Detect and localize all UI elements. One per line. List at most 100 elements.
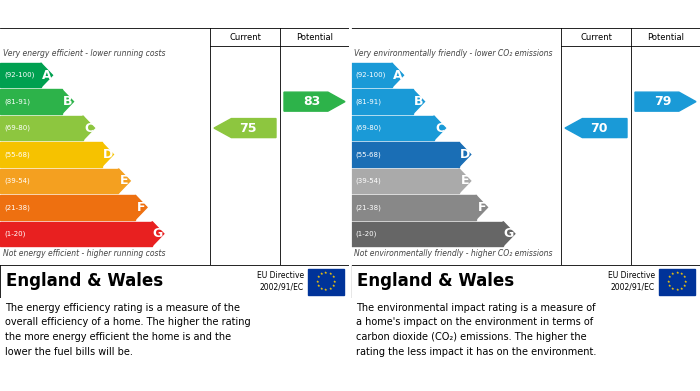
Text: (39-54): (39-54)	[4, 178, 29, 184]
Text: G: G	[153, 227, 163, 240]
Bar	[351, 90, 413, 114]
Text: ★: ★	[316, 280, 319, 283]
Text: (81-91): (81-91)	[4, 99, 30, 105]
Text: (21-38): (21-38)	[4, 204, 30, 211]
Bar	[0, 222, 152, 246]
Text: The environmental impact rating is a measure of
a home's impact on the environme: The environmental impact rating is a mea…	[356, 303, 596, 357]
Text: (1-20): (1-20)	[355, 231, 377, 237]
Text: ★: ★	[332, 283, 335, 288]
Bar	[0, 90, 62, 114]
Bar	[351, 142, 459, 167]
Polygon shape	[284, 92, 345, 111]
Text: 70: 70	[590, 122, 608, 135]
Text: (69-80): (69-80)	[4, 125, 30, 131]
Text: Not energy efficient - higher running costs: Not energy efficient - higher running co…	[3, 249, 165, 258]
Text: ★: ★	[668, 275, 671, 279]
Bar	[0, 63, 41, 88]
Text: ★: ★	[328, 272, 332, 276]
Text: Potential: Potential	[648, 32, 685, 41]
Text: Very environmentally friendly - lower CO₂ emissions: Very environmentally friendly - lower CO…	[354, 49, 552, 58]
Polygon shape	[565, 118, 627, 138]
Text: ★: ★	[332, 275, 335, 279]
Text: D: D	[102, 148, 113, 161]
Text: (92-100): (92-100)	[355, 72, 386, 79]
Text: F: F	[477, 201, 486, 214]
Text: 83: 83	[303, 95, 321, 108]
Text: A: A	[42, 69, 51, 82]
Bar	[0, 116, 83, 140]
Polygon shape	[434, 116, 445, 140]
Polygon shape	[83, 116, 94, 140]
Text: ★: ★	[328, 287, 332, 291]
Text: ★: ★	[667, 280, 671, 283]
Text: Very energy efficient - lower running costs: Very energy efficient - lower running co…	[3, 49, 165, 58]
Text: (55-68): (55-68)	[4, 151, 29, 158]
Text: ★: ★	[684, 280, 687, 283]
Text: Current: Current	[229, 32, 261, 41]
Text: C: C	[435, 122, 444, 135]
Text: ★: ★	[671, 272, 675, 276]
Text: E: E	[120, 174, 129, 187]
Polygon shape	[392, 63, 403, 88]
Text: ★: ★	[324, 271, 328, 275]
Text: EU Directive
2002/91/EC: EU Directive 2002/91/EC	[608, 271, 655, 292]
Text: G: G	[504, 227, 514, 240]
Bar	[0, 169, 118, 193]
Bar	[351, 63, 392, 88]
Polygon shape	[503, 222, 514, 246]
Text: (1-20): (1-20)	[4, 231, 25, 237]
Text: ★: ★	[324, 288, 328, 292]
Text: ★: ★	[676, 288, 679, 292]
Polygon shape	[459, 142, 470, 167]
Text: 75: 75	[239, 122, 256, 135]
Text: England & Wales: England & Wales	[357, 273, 514, 291]
Text: ★: ★	[680, 287, 683, 291]
Bar	[0, 142, 102, 167]
Text: 79: 79	[654, 95, 671, 108]
Text: EU Directive
2002/91/EC: EU Directive 2002/91/EC	[257, 271, 304, 292]
Polygon shape	[459, 169, 470, 193]
Text: ★: ★	[676, 271, 679, 275]
Text: ★: ★	[332, 280, 336, 283]
Polygon shape	[118, 169, 130, 193]
Text: Not environmentally friendly - higher CO₂ emissions: Not environmentally friendly - higher CO…	[354, 249, 552, 258]
Bar	[351, 169, 459, 193]
Polygon shape	[214, 118, 276, 138]
Text: ★: ★	[668, 283, 671, 288]
Text: F: F	[137, 201, 146, 214]
Text: ★: ★	[320, 272, 323, 276]
Text: ★: ★	[680, 272, 683, 276]
Text: Potential: Potential	[297, 32, 333, 41]
Text: ★: ★	[671, 287, 675, 291]
Text: Current: Current	[580, 32, 612, 41]
Text: C: C	[84, 122, 93, 135]
Text: B: B	[414, 95, 424, 108]
Text: (81-91): (81-91)	[355, 99, 381, 105]
Text: A: A	[393, 69, 402, 82]
Text: (21-38): (21-38)	[355, 204, 381, 211]
Polygon shape	[62, 90, 74, 114]
Text: Environmental Impact (CO₂) Rating: Environmental Impact (CO₂) Rating	[356, 7, 589, 20]
Text: Energy Efficiency Rating: Energy Efficiency Rating	[5, 7, 168, 20]
Text: ★: ★	[317, 283, 321, 288]
Polygon shape	[102, 142, 113, 167]
Text: ★: ★	[682, 275, 686, 279]
Text: (39-54): (39-54)	[355, 178, 381, 184]
Text: ★: ★	[317, 275, 321, 279]
Text: E: E	[461, 174, 469, 187]
Bar	[0, 195, 135, 220]
Polygon shape	[476, 195, 487, 220]
Bar	[351, 116, 434, 140]
Text: England & Wales: England & Wales	[6, 273, 163, 291]
Polygon shape	[41, 63, 52, 88]
Text: (92-100): (92-100)	[4, 72, 34, 79]
Text: ★: ★	[320, 287, 323, 291]
Polygon shape	[135, 195, 147, 220]
Text: (55-68): (55-68)	[355, 151, 381, 158]
Polygon shape	[413, 90, 424, 114]
Bar	[659, 269, 695, 294]
Bar	[308, 269, 344, 294]
Text: B: B	[63, 95, 72, 108]
Text: D: D	[460, 148, 470, 161]
Bar	[351, 195, 476, 220]
